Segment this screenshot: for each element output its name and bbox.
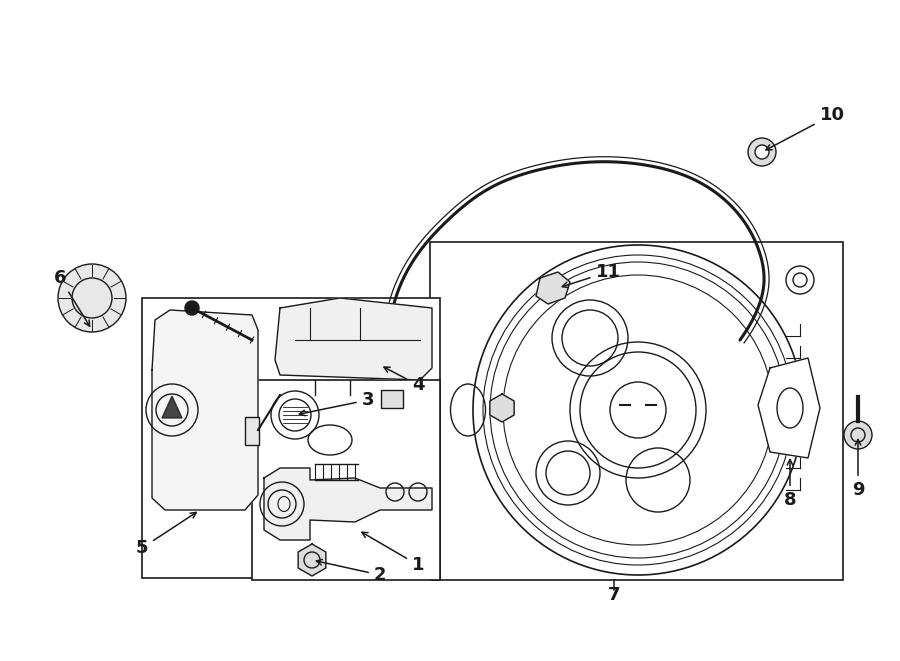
Circle shape	[844, 421, 872, 449]
Bar	[252, 380, 440, 580]
Circle shape	[755, 145, 769, 159]
Text: 6: 6	[54, 269, 90, 326]
Circle shape	[748, 138, 776, 166]
Polygon shape	[275, 298, 432, 380]
Text: 3: 3	[300, 391, 374, 416]
Circle shape	[58, 264, 126, 332]
Text: 1: 1	[362, 532, 424, 574]
Text: 8: 8	[784, 459, 796, 509]
Text: 11: 11	[562, 263, 620, 288]
Polygon shape	[162, 396, 182, 418]
Polygon shape	[490, 394, 514, 422]
Polygon shape	[264, 468, 432, 540]
Text: 5: 5	[136, 512, 196, 557]
Polygon shape	[152, 310, 258, 510]
Text: 4: 4	[384, 367, 424, 394]
Bar	[245, 417, 259, 445]
Polygon shape	[298, 544, 326, 576]
Polygon shape	[758, 358, 820, 458]
Text: 2: 2	[317, 559, 386, 584]
Text: 9: 9	[851, 440, 864, 499]
Polygon shape	[536, 272, 570, 304]
Bar	[381, 390, 403, 408]
Bar	[142, 298, 440, 578]
Text: 7: 7	[608, 586, 620, 604]
Circle shape	[185, 301, 199, 315]
Text: 10: 10	[766, 106, 844, 150]
Bar	[430, 242, 843, 580]
